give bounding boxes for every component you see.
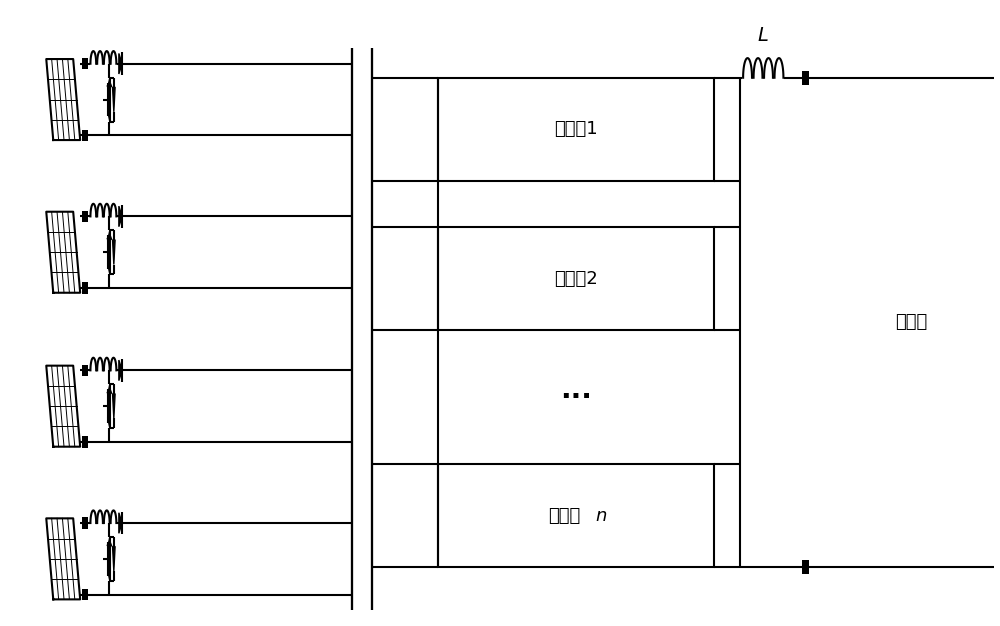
Polygon shape <box>119 206 122 227</box>
Polygon shape <box>113 394 115 419</box>
Bar <box>438 78 714 180</box>
Bar <box>82 518 88 528</box>
Bar <box>82 365 88 376</box>
Bar <box>82 282 88 294</box>
Bar <box>82 589 88 600</box>
Polygon shape <box>119 53 122 74</box>
Text: $L$: $L$ <box>757 26 769 45</box>
Bar <box>82 130 88 141</box>
Bar <box>82 436 88 448</box>
Polygon shape <box>113 240 115 265</box>
Text: 子模块: 子模块 <box>548 506 580 525</box>
Text: $n$: $n$ <box>595 506 607 525</box>
Bar <box>438 464 714 567</box>
Text: 子模块2: 子模块2 <box>554 270 598 288</box>
Bar <box>438 227 714 330</box>
Polygon shape <box>113 87 115 112</box>
Bar <box>82 58 88 69</box>
Text: 子模块1: 子模块1 <box>554 120 598 138</box>
Bar <box>802 71 809 85</box>
Polygon shape <box>119 360 122 381</box>
Bar <box>802 560 809 574</box>
Bar <box>82 211 88 222</box>
Polygon shape <box>119 513 122 533</box>
Text: 中压侧: 中压侧 <box>895 314 927 331</box>
Text: ···: ··· <box>560 383 592 411</box>
Polygon shape <box>113 546 115 571</box>
